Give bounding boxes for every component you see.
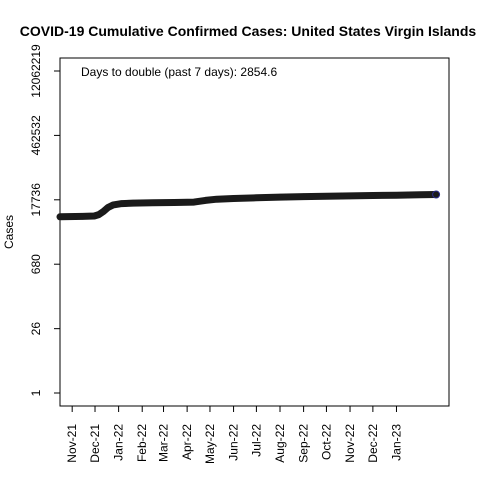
x-tick-label: Aug-22 — [273, 424, 287, 463]
y-tick-label: 26 — [29, 322, 43, 336]
x-tick-label: Jan-22 — [112, 424, 126, 461]
x-tick-label: May-22 — [203, 424, 217, 464]
last-data-point — [432, 190, 441, 199]
data-point — [95, 211, 103, 218]
y-axis-label: Cases — [2, 215, 16, 249]
data-point — [79, 213, 87, 220]
data-point — [323, 193, 330, 200]
x-tick-label: Dec-21 — [88, 424, 102, 463]
x-tick-label: Dec-22 — [366, 424, 380, 463]
data-point — [104, 204, 112, 211]
data-point — [369, 192, 377, 199]
data-point — [230, 195, 237, 202]
data-point — [346, 192, 354, 200]
y-axis: 1 26 680 17736 462532 12062219 — [29, 44, 61, 396]
data-point — [118, 200, 125, 207]
data-point — [100, 208, 107, 215]
x-tick-label: Apr-22 — [180, 424, 194, 460]
y-tick-label: 680 — [29, 254, 43, 274]
data-point — [171, 199, 178, 206]
data-point — [202, 197, 209, 204]
y-tick-label: 1 — [29, 389, 43, 396]
x-tick-label: Mar-22 — [157, 424, 171, 462]
chart-title: COVID-19 Cumulative Confirmed Cases: Uni… — [20, 23, 477, 39]
x-tick-label: Jul-22 — [249, 424, 263, 457]
data-point — [149, 199, 157, 206]
data-point — [213, 196, 220, 203]
x-tick-label: Nov-21 — [65, 424, 79, 463]
x-tick-label: Nov-22 — [343, 424, 357, 463]
data-point — [432, 191, 440, 198]
x-tick-label: Jun-22 — [227, 424, 241, 461]
x-tick-label: Jan-23 — [389, 424, 403, 461]
data-point — [416, 191, 424, 198]
data-series — [56, 190, 441, 221]
data-point — [110, 201, 117, 209]
y-tick-label: 462532 — [29, 115, 43, 155]
series-line — [56, 191, 440, 221]
data-point — [276, 193, 284, 201]
data-point — [190, 198, 198, 206]
y-tick-label: 17736 — [29, 183, 43, 217]
x-tick-label: Oct-22 — [319, 424, 333, 460]
data-point — [129, 199, 137, 207]
data-point — [393, 192, 400, 199]
y-tick-label: 12062219 — [29, 44, 43, 98]
data-point — [300, 193, 307, 200]
x-tick-label: Sep-22 — [297, 424, 311, 463]
doubling-annotation: Days to double (past 7 days): 2854.6 — [81, 65, 277, 79]
plot-frame — [59, 57, 450, 407]
data-point — [253, 194, 260, 201]
x-tick-label: Feb-22 — [135, 424, 149, 462]
x-axis: Nov-21 Dec-21 Jan-22 Feb-22 Mar-22 Apr-22 May-… — [65, 405, 403, 464]
data-point — [56, 213, 64, 220]
